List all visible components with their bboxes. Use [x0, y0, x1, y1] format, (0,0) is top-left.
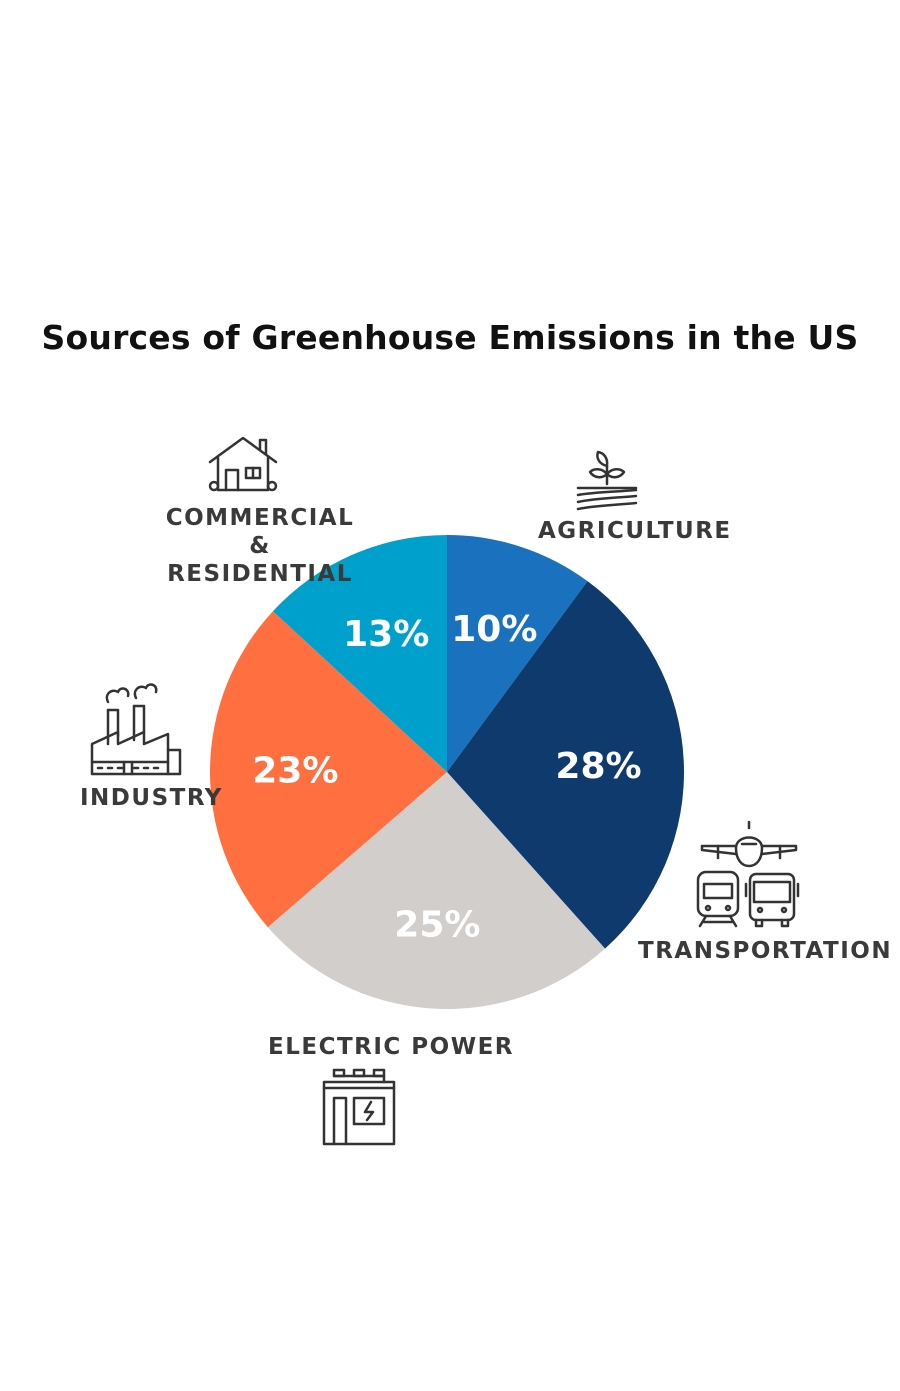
label-commercial-residential: COMMERCIAL & RESIDENTIAL [160, 504, 360, 588]
pie-slice-commercial-residential [272, 535, 447, 772]
house-icon [208, 436, 278, 492]
pie-slice-transportation [447, 581, 684, 949]
label-industry: INDUSTRY [80, 785, 223, 811]
label-commercial-residential-line2: RESIDENTIAL [167, 561, 353, 587]
label-electric-power: ELECTRIC POWER [268, 1034, 515, 1060]
slice-value-label: 28% [555, 746, 641, 787]
slice-value-label: 25% [394, 904, 480, 945]
battery-icon [322, 1068, 396, 1146]
label-commercial-residential-line1: COMMERCIAL & [165, 505, 355, 559]
pie-slice-agriculture [447, 535, 588, 772]
slice-value-label: 13% [343, 614, 429, 655]
transportation-icon [696, 820, 800, 928]
pie-slice-industry [210, 611, 447, 928]
label-agriculture: AGRICULTURE [538, 518, 732, 544]
slice-value-label: 10% [451, 609, 537, 650]
factory-icon [90, 683, 182, 776]
plant-field-icon [576, 450, 638, 511]
chart-title: Sources of Greenhouse Emissions in the U… [41, 318, 859, 357]
pie-slice-electric-power [267, 772, 606, 1009]
slice-value-label: 23% [252, 751, 338, 792]
label-transportation: TRANSPORTATION [638, 938, 893, 964]
